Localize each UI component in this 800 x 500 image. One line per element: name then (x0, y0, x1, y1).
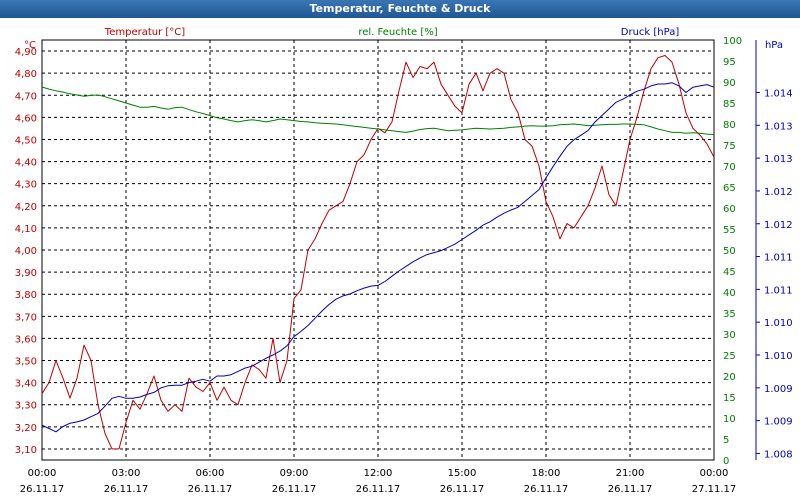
x-tick-date: 26.11.17 (188, 484, 233, 495)
legend-pressure: Druck [hPa] (621, 27, 680, 38)
temperature-tick-label: 4,30 (15, 180, 37, 191)
temperature-tick-label: 4,60 (15, 113, 37, 124)
humidity-tick-label: 10 (723, 414, 736, 425)
pressure-tick-label: 1.009 (764, 417, 793, 428)
temperature-tick-label: 4,20 (15, 202, 37, 213)
legend-temperature: Temperatur [°C] (104, 27, 185, 38)
humidity-tick-label: 40 (723, 288, 736, 299)
pressure-unit-label: hPa (765, 40, 783, 51)
pressure-tick-label: 1.011 (764, 285, 793, 296)
humidity-tick-label: 15 (723, 393, 736, 404)
series-line-pressure (41, 82, 715, 433)
humidity-tick-label: 70 (723, 162, 736, 173)
temperature-tick-label: 4,00 (15, 246, 37, 257)
humidity-tick-label: 75 (723, 141, 736, 152)
x-tick-date: 26.11.17 (440, 484, 485, 495)
grid-lines (42, 40, 714, 460)
x-tick-time: 21:00 (616, 468, 645, 479)
pressure-tick-label: 1.013 (764, 121, 793, 132)
x-tick-date: 26.11.17 (104, 484, 149, 495)
humidity-tick-label: 50 (723, 246, 736, 257)
humidity-tick-label: 85 (723, 99, 736, 110)
humidity-tick-label: 45 (723, 267, 736, 278)
x-tick-time: 18:00 (532, 468, 561, 479)
pressure-tick-label: 1.012 (764, 220, 793, 231)
temperature-tick-label: 3,90 (15, 268, 37, 279)
x-tick-time: 12:00 (364, 468, 393, 479)
temperature-tick-label: 3,60 (15, 334, 37, 345)
chart-title: Temperatur, Feuchte & Druck (309, 2, 491, 15)
x-tick-time: 06:00 (196, 468, 225, 479)
temperature-tick-label: 3,30 (15, 401, 37, 412)
x-tick-date: 26.11.17 (272, 484, 317, 495)
pressure-tick-label: 1.011 (764, 253, 793, 264)
temperature-tick-label: 4,90 (15, 47, 37, 58)
humidity-tick-label: 65 (723, 183, 736, 194)
pressure-tick-label: 1.010 (764, 318, 793, 329)
legend-humidity: rel. Feuchte [%] (358, 27, 437, 38)
series-layer (41, 55, 715, 450)
humidity-tick-label: 25 (723, 351, 736, 362)
temperature-tick-label: 3,50 (15, 357, 37, 368)
humidity-tick-label: 95 (723, 57, 736, 68)
temperature-tick-label: 3,40 (15, 379, 37, 390)
temperature-tick-label: 3,10 (15, 445, 37, 456)
temperature-tick-label: 3,70 (15, 312, 37, 323)
humidity-tick-label: 55 (723, 225, 736, 236)
x-tick-time: 03:00 (112, 468, 141, 479)
humidity-tick-label: 20 (723, 372, 736, 383)
x-tick-time: 09:00 (280, 468, 309, 479)
tick-labels: 00:00 26.11.17 03:00 26.11.17 06:00 26.11.17 0… (15, 36, 793, 495)
x-tick-time: 00:00 (28, 468, 57, 479)
x-tick-date: 26.11.17 (524, 484, 569, 495)
temperature-tick-label: 3,80 (15, 290, 37, 301)
temperature-tick-label: 4,40 (15, 158, 37, 169)
series-line-temperature (41, 55, 715, 450)
series-line-humidity (41, 86, 715, 135)
pressure-tick-label: 1.008 (764, 449, 793, 460)
pressure-tick-label: 1.014 (764, 89, 793, 100)
plot-frame (41, 39, 715, 461)
temperature-tick-label: 4,70 (15, 91, 37, 102)
temperature-tick-label: 4,80 (15, 69, 37, 80)
pressure-tick-label: 1.012 (764, 187, 793, 198)
temperature-tick-label: 4,50 (15, 135, 37, 146)
humidity-tick-label: 100 (723, 36, 742, 47)
x-tick-time: 15:00 (448, 468, 477, 479)
humidity-tick-label: 35 (723, 309, 736, 320)
humidity-tick-label: 90 (723, 78, 736, 89)
pressure-tick-label: 1.010 (764, 351, 793, 362)
chart-title-bar: Temperatur, Feuchte & Druck (0, 0, 800, 18)
x-tick-date: 27.11.17 (692, 484, 737, 495)
x-tick-date: 26.11.17 (608, 484, 653, 495)
humidity-tick-label: 80 (723, 120, 736, 131)
temperature-unit-label: °C (24, 40, 36, 51)
x-tick-time: 00:00 (700, 468, 729, 479)
pressure-tick-label: 1.013 (764, 154, 793, 165)
x-tick-date: 26.11.17 (20, 484, 65, 495)
humidity-tick-label: 5 (723, 435, 729, 446)
humidity-tick-label: 60 (723, 204, 736, 215)
pressure-tick-label: 1.009 (764, 384, 793, 395)
temperature-tick-label: 3,20 (15, 423, 37, 434)
humidity-tick-label: 30 (723, 330, 736, 341)
x-tick-date: 26.11.17 (356, 484, 401, 495)
humidity-tick-label: 0 (723, 456, 729, 467)
temperature-tick-label: 4,10 (15, 224, 37, 235)
